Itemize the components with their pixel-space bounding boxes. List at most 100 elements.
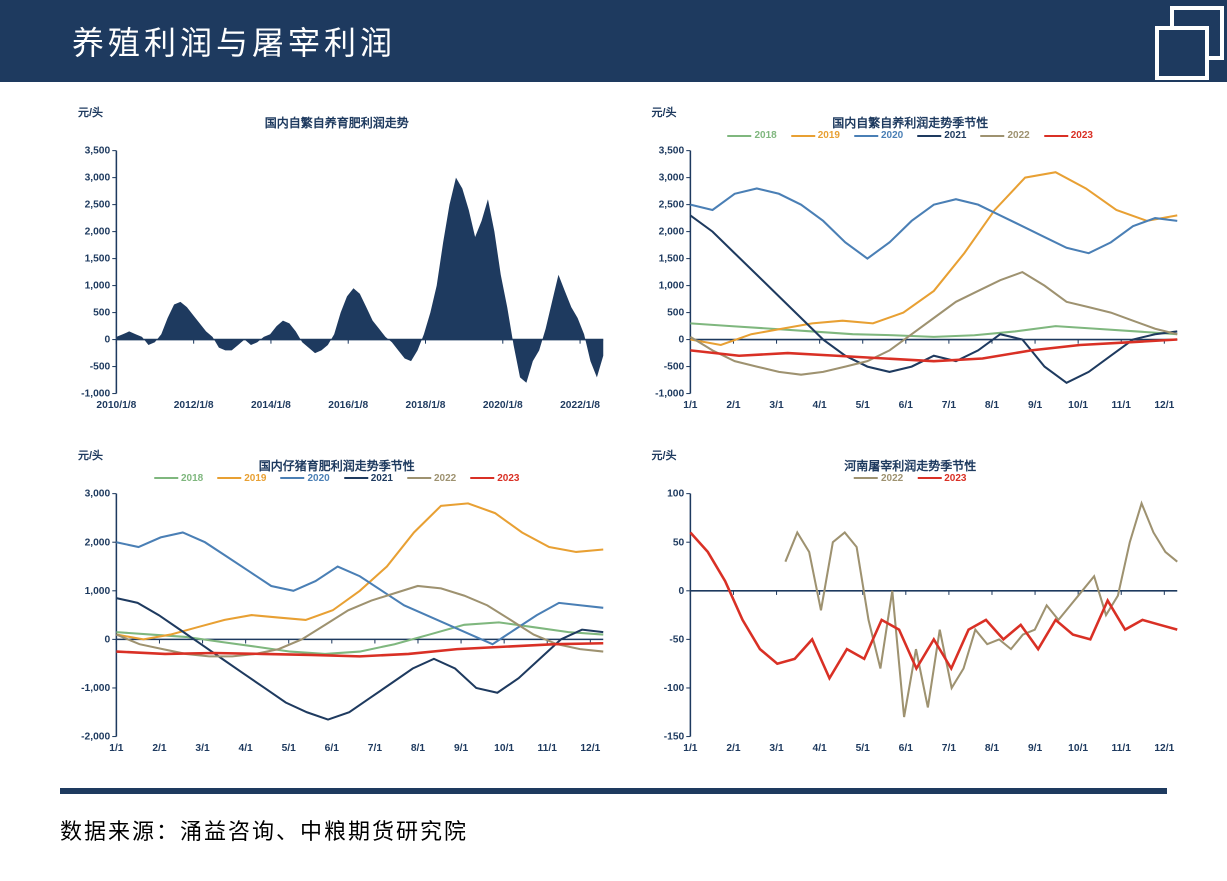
svg-text:1,500: 1,500 — [658, 254, 684, 265]
svg-text:11/1: 11/1 — [1111, 743, 1131, 754]
chart-4-ylabel: 元/头 — [652, 447, 677, 463]
svg-text:500: 500 — [93, 308, 110, 319]
footer-divider — [60, 788, 1167, 794]
svg-text:3,000: 3,000 — [85, 488, 111, 499]
svg-text:1/1: 1/1 — [683, 743, 698, 754]
chart-2-legend: 201820192020202120222023 — [728, 130, 1094, 141]
svg-text:10/1: 10/1 — [494, 743, 514, 754]
charts-grid: 元/头 国内自繁自养育肥利润走势 -1,000-50005001,0001,50… — [0, 82, 1227, 778]
svg-text:2,000: 2,000 — [85, 537, 111, 548]
svg-text:3/1: 3/1 — [769, 743, 784, 754]
svg-text:0: 0 — [678, 335, 684, 346]
svg-text:3,000: 3,000 — [85, 173, 111, 184]
chart-2: 元/头 国内自繁自养利润走势季节性 2018201920202021202220… — [634, 102, 1188, 425]
svg-text:2/1: 2/1 — [726, 400, 741, 411]
svg-text:8/1: 8/1 — [984, 743, 999, 754]
svg-text:7/1: 7/1 — [368, 743, 383, 754]
chart-3-svg: -2,000 -1,000 0 1,000 2,000 3,000 1/1 2/1 3/1 4/1… — [60, 445, 614, 768]
svg-text:3,500: 3,500 — [658, 146, 684, 157]
svg-text:-1,000: -1,000 — [655, 389, 684, 400]
chart-4-legend: 20222023 — [854, 473, 967, 484]
svg-text:5/1: 5/1 — [282, 743, 297, 754]
svg-text:0: 0 — [105, 335, 111, 346]
svg-text:10/1: 10/1 — [1068, 400, 1088, 411]
svg-text:1,000: 1,000 — [85, 586, 111, 597]
svg-text:-1,000: -1,000 — [81, 389, 110, 400]
chart-1-svg: -1,000 -500 0 500 1,000 1,500 2,000 2,500 3,000 3… — [60, 102, 614, 425]
chart-3-legend: 201820192020202120222023 — [154, 473, 520, 484]
svg-text:11/1: 11/1 — [1111, 400, 1131, 411]
chart-3: 元/头 国内仔猪育肥利润走势季节性 2018201920202021202220… — [60, 445, 614, 768]
page-title: 养殖利润与屠宰利润 — [72, 18, 396, 64]
svg-text:2018/1/8: 2018/1/8 — [406, 400, 446, 411]
svg-text:10/1: 10/1 — [1068, 743, 1088, 754]
chart-2-ylabel: 元/头 — [652, 104, 677, 120]
svg-text:9/1: 9/1 — [454, 743, 469, 754]
svg-text:2022/1/8: 2022/1/8 — [560, 400, 600, 411]
svg-text:2/1: 2/1 — [726, 743, 741, 754]
svg-text:0: 0 — [105, 634, 111, 645]
svg-text:3/1: 3/1 — [769, 400, 784, 411]
svg-text:2/1: 2/1 — [152, 743, 167, 754]
svg-text:7/1: 7/1 — [941, 743, 956, 754]
chart-1-ylabel: 元/头 — [78, 104, 103, 120]
svg-text:4/1: 4/1 — [239, 743, 254, 754]
svg-text:4/1: 4/1 — [812, 743, 827, 754]
svg-text:9/1: 9/1 — [1027, 400, 1042, 411]
svg-text:-50: -50 — [669, 634, 684, 645]
svg-text:2010/1/8: 2010/1/8 — [96, 400, 136, 411]
svg-text:5/1: 5/1 — [855, 743, 870, 754]
svg-text:6/1: 6/1 — [898, 400, 913, 411]
svg-text:9/1: 9/1 — [1027, 743, 1042, 754]
svg-text:1/1: 1/1 — [109, 743, 124, 754]
svg-text:2020/1/8: 2020/1/8 — [483, 400, 523, 411]
svg-text:-2,000: -2,000 — [81, 731, 110, 742]
chart-1-title: 国内自繁自养育肥利润走势 — [265, 114, 409, 131]
svg-text:2,000: 2,000 — [85, 227, 111, 238]
svg-text:2016/1/8: 2016/1/8 — [328, 400, 368, 411]
svg-text:1/1: 1/1 — [683, 400, 698, 411]
cofco-logo-icon — [1137, 0, 1227, 82]
svg-text:2014/1/8: 2014/1/8 — [251, 400, 291, 411]
chart-1: 元/头 国内自繁自养育肥利润走势 -1,000 -500 0 500 1,000 1,50… — [60, 102, 614, 425]
chart-4: 元/头 河南屠宰利润走势季节性 20222023 -150 -100 -50 0 50 1… — [634, 445, 1188, 768]
chart-2-svg: -1,000 -500 0 500 1,000 1,500 2,000 2,500 3,000 3… — [634, 102, 1188, 425]
chart-4-title: 河南屠宰利润走势季节性 — [844, 457, 976, 474]
chart-3-ylabel: 元/头 — [78, 447, 103, 463]
svg-text:500: 500 — [667, 308, 684, 319]
data-source: 数据来源：涌益咨询、中粮期货研究院 — [60, 814, 1227, 846]
svg-text:0: 0 — [678, 586, 684, 597]
svg-text:12/1: 12/1 — [1154, 743, 1174, 754]
chart-3-title: 国内仔猪育肥利润走势季节性 — [259, 457, 415, 474]
svg-text:12/1: 12/1 — [1154, 400, 1174, 411]
svg-text:-500: -500 — [90, 362, 111, 373]
svg-text:3/1: 3/1 — [195, 743, 210, 754]
svg-text:6/1: 6/1 — [898, 743, 913, 754]
svg-text:1,500: 1,500 — [85, 254, 111, 265]
svg-text:50: 50 — [672, 537, 684, 548]
svg-text:3,000: 3,000 — [658, 173, 684, 184]
svg-text:8/1: 8/1 — [984, 400, 999, 411]
svg-text:11/1: 11/1 — [538, 743, 558, 754]
svg-text:2,000: 2,000 — [658, 227, 684, 238]
chart-2-title: 国内自繁自养利润走势季节性 — [832, 114, 988, 131]
svg-text:5/1: 5/1 — [855, 400, 870, 411]
svg-text:1,000: 1,000 — [85, 281, 111, 292]
chart-4-svg: -150 -100 -50 0 50 100 1/1 2/1 3/1 4/1 5/1 6/1 7/1 8/… — [634, 445, 1188, 768]
svg-text:-100: -100 — [663, 683, 684, 694]
svg-text:7/1: 7/1 — [941, 400, 956, 411]
svg-text:8/1: 8/1 — [411, 743, 426, 754]
svg-text:100: 100 — [667, 488, 684, 499]
svg-text:1,000: 1,000 — [658, 281, 684, 292]
svg-text:2012/1/8: 2012/1/8 — [174, 400, 214, 411]
svg-text:2,500: 2,500 — [85, 200, 111, 211]
svg-text:6/1: 6/1 — [325, 743, 340, 754]
header-bar: 养殖利润与屠宰利润 — [0, 0, 1227, 82]
svg-text:2,500: 2,500 — [658, 200, 684, 211]
svg-text:3,500: 3,500 — [85, 146, 111, 157]
svg-text:4/1: 4/1 — [812, 400, 827, 411]
svg-text:-150: -150 — [663, 731, 684, 742]
svg-text:-1,000: -1,000 — [81, 683, 110, 694]
svg-text:-500: -500 — [663, 362, 684, 373]
svg-text:12/1: 12/1 — [580, 743, 600, 754]
